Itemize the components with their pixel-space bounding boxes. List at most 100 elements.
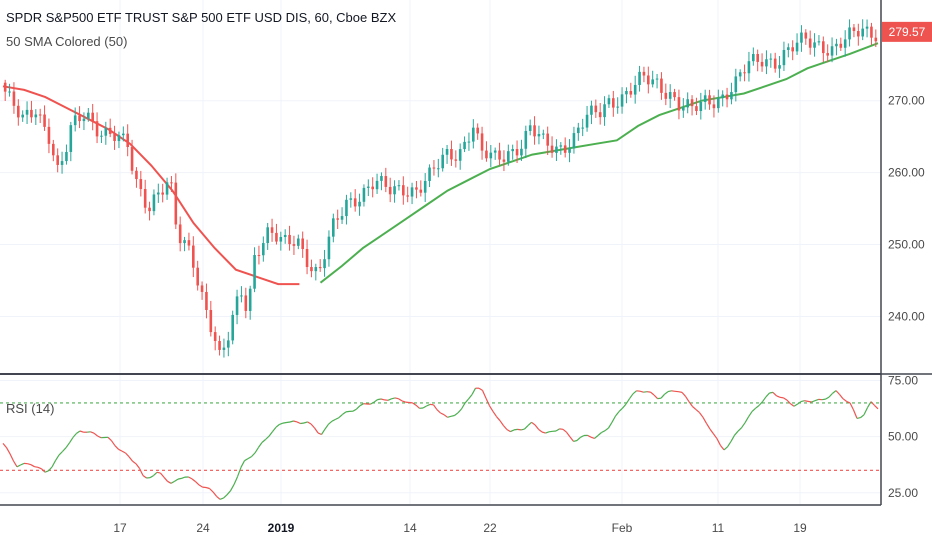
candle-body <box>445 149 449 155</box>
candle <box>165 177 169 200</box>
candle <box>235 289 239 325</box>
rsi-segment <box>229 484 235 492</box>
candle-body <box>835 43 838 47</box>
candle <box>157 183 160 203</box>
candle-body <box>135 170 138 180</box>
candle <box>830 37 834 63</box>
candle-body <box>192 245 195 268</box>
candle-body <box>148 207 151 212</box>
candle <box>244 287 248 319</box>
candle <box>817 35 821 46</box>
candle-body <box>270 227 274 233</box>
candle <box>135 167 138 188</box>
candle-body <box>703 95 707 102</box>
rsi-segment <box>744 416 750 424</box>
rsi-segment <box>160 472 165 478</box>
candle <box>778 56 781 78</box>
candle-body <box>95 121 99 137</box>
rsi-segment <box>373 399 378 403</box>
candle <box>507 144 510 166</box>
candle <box>725 87 729 108</box>
candle <box>813 33 816 57</box>
candle-body <box>240 295 243 297</box>
candle <box>423 173 427 202</box>
candle <box>340 207 344 224</box>
rsi-legend-label[interactable]: RSI (14) <box>6 401 54 416</box>
rsi-segment <box>44 470 49 473</box>
price-tick-label: 250.00 <box>888 238 925 252</box>
candle <box>248 285 252 320</box>
rsi-segment <box>653 394 658 400</box>
rsi-axis[interactable]: 75.00 50.00 25.00 <box>888 373 918 499</box>
candle-body <box>406 195 409 197</box>
candle <box>367 179 370 197</box>
candle-body <box>60 161 64 165</box>
candle <box>406 186 409 203</box>
sma-segment-up <box>319 42 879 284</box>
candle <box>174 173 178 230</box>
candle-body <box>787 47 790 50</box>
candle-body <box>721 94 724 99</box>
candle-body <box>725 94 729 100</box>
candle <box>594 99 598 118</box>
rsi-segment <box>401 400 406 403</box>
candle-body <box>520 148 523 156</box>
rsi-segment <box>597 432 602 436</box>
rsi-segment <box>741 422 746 429</box>
candle <box>310 259 313 278</box>
rsi-segment <box>128 456 133 462</box>
candle <box>441 147 444 172</box>
candle <box>38 108 42 124</box>
rsi-segment <box>9 453 15 462</box>
candle-body <box>612 98 615 108</box>
candle-body <box>91 112 94 122</box>
candle-body <box>550 145 554 153</box>
rsi-segment <box>874 404 879 410</box>
symbol-title[interactable]: SPDR S&P500 ETF TRUST S&P 500 ETF USD DI… <box>6 10 396 25</box>
candle <box>743 64 746 82</box>
candle <box>493 147 497 160</box>
rsi-segment <box>54 454 60 461</box>
candle <box>60 151 64 174</box>
candle-body <box>480 133 484 151</box>
candle <box>651 70 654 88</box>
candle-body <box>874 37 878 42</box>
rsi-segment <box>702 417 708 424</box>
rsi-segment <box>5 447 11 455</box>
rsi-segment <box>524 425 529 430</box>
rsi-segment <box>814 398 819 402</box>
sma-line <box>2 42 879 286</box>
candle <box>839 37 843 51</box>
candle-body <box>485 150 488 159</box>
rsi-segment <box>34 466 39 468</box>
rsi-segment <box>534 424 539 430</box>
candle-body <box>638 71 641 85</box>
rsi-segment <box>426 403 431 407</box>
rsi-segment <box>576 436 581 441</box>
rsi-segment <box>541 431 546 434</box>
sma-legend-label[interactable]: 50 SMA Colored (50) <box>6 34 127 49</box>
price-axis[interactable]: 270.00 260.00 250.00 240.00 <box>888 94 925 324</box>
candle-body <box>297 238 300 246</box>
candle-body <box>170 182 173 184</box>
rsi-segment <box>118 448 123 452</box>
candle <box>73 107 77 132</box>
rsi-segment <box>433 404 438 411</box>
candle-body <box>664 92 668 99</box>
candle-body <box>375 180 379 190</box>
candle-body <box>126 133 129 148</box>
candle-body <box>524 130 528 149</box>
rsi-segment <box>590 436 595 439</box>
rsi-segment <box>153 471 158 477</box>
time-axis[interactable]: 17 24 2019 14 22 Feb 11 19 <box>113 521 807 535</box>
price-tick-label: 260.00 <box>888 166 925 180</box>
rsi-segment <box>615 411 620 417</box>
candle-body <box>769 58 773 60</box>
rsi-segment <box>863 407 869 416</box>
rsi-segment <box>460 402 466 410</box>
rsi-segment <box>481 390 487 399</box>
candle-body <box>104 127 108 136</box>
rsi-segment <box>377 398 382 401</box>
rsi-segment <box>650 391 655 396</box>
rsi-segment <box>195 481 200 486</box>
